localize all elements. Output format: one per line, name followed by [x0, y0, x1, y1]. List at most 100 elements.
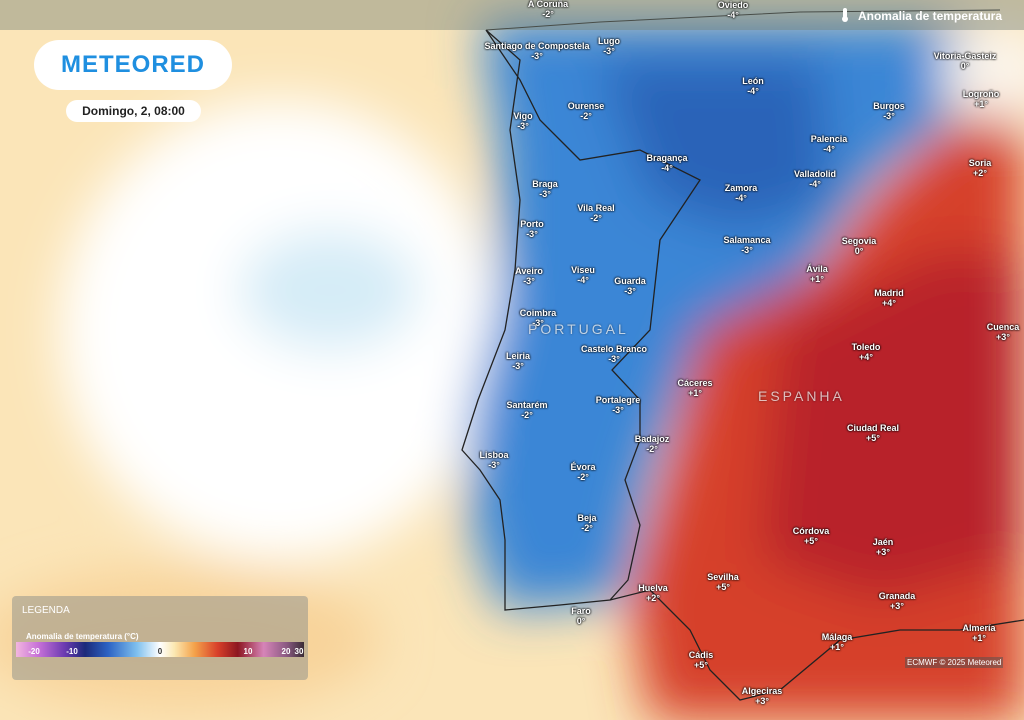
city-anomaly: -3°: [608, 354, 620, 364]
city-anomaly: -3°: [532, 318, 544, 328]
city-label: Huelva +2°: [638, 583, 668, 603]
city-anomaly: +3°: [755, 696, 769, 706]
city-anomaly: -2°: [590, 213, 602, 223]
city-name: Vila Real: [577, 203, 615, 213]
city-anomaly: +5°: [694, 660, 708, 670]
city-name: Jaén: [872, 537, 894, 547]
city-name: Soria: [968, 158, 992, 168]
city-anomaly: -2°: [521, 410, 533, 420]
city-anomaly: -4°: [747, 86, 759, 96]
legend-tick-label: 30: [294, 647, 304, 656]
city-name: Cáceres: [677, 378, 713, 388]
city-name: Porto: [520, 219, 544, 229]
city-label: Cuenca +3°: [987, 322, 1020, 342]
city-label: Zamora -4°: [725, 183, 758, 203]
city-anomaly: 0°: [960, 61, 970, 71]
city-label: Badajoz -2°: [635, 434, 670, 454]
city-label: Lisboa -3°: [479, 450, 508, 470]
city-name: Logroño: [962, 89, 1000, 99]
city-name: Toledo: [851, 342, 881, 352]
city-name: Málaga: [821, 632, 853, 642]
city-anomaly: -3°: [531, 51, 543, 61]
city-label: Faro 0°: [571, 606, 591, 626]
legend-tick-label: 20: [281, 647, 291, 656]
city-anomaly: -4°: [727, 10, 739, 20]
city-anomaly: -2°: [581, 523, 593, 533]
city-anomaly: +3°: [876, 547, 890, 557]
city-anomaly: +4°: [859, 352, 873, 362]
city-name: Castelo Branco: [580, 344, 648, 354]
city-name: Viseu: [571, 265, 595, 275]
city-anomaly: +2°: [973, 168, 987, 178]
city-name: Cuenca: [986, 322, 1020, 332]
country-label: PORTUGAL: [528, 321, 629, 337]
city-label: Vigo -3°: [513, 111, 532, 131]
city-label: Castelo Branco -3°: [581, 344, 647, 364]
city-anomaly: +1°: [830, 642, 844, 652]
city-label: Jaén +3°: [873, 537, 894, 557]
city-name: Palencia: [810, 134, 848, 144]
city-label: Córdova +5°: [793, 526, 830, 546]
city-label: Portalegre -3°: [596, 395, 641, 415]
thermometer-icon: [841, 8, 848, 22]
city-anomaly: +5°: [804, 536, 818, 546]
city-anomaly: -3°: [539, 189, 551, 199]
layer-title[interactable]: Anomalia de temperatura: [841, 8, 1002, 23]
legend-tick-label: -10: [66, 647, 78, 656]
city-name: Almería: [962, 623, 996, 633]
city-name: Sevilha: [707, 572, 739, 582]
city-label: Ciudad Real +5°: [847, 423, 899, 443]
city-anomaly: -4°: [823, 144, 835, 154]
city-name: Madrid: [874, 288, 904, 298]
city-label: Viseu -4°: [571, 265, 595, 285]
city-anomaly: -4°: [809, 179, 821, 189]
city-anomaly: -3°: [883, 111, 895, 121]
city-label: Guarda -3°: [614, 276, 646, 296]
city-label: Porto -3°: [520, 219, 544, 239]
city-name: Oviedo: [717, 0, 749, 10]
city-anomaly: -2°: [646, 444, 658, 454]
city-name: Ciudad Real: [846, 423, 900, 433]
city-name: A Coruña: [527, 0, 569, 9]
city-name: Leiria: [505, 351, 531, 361]
city-name: Segovia: [841, 236, 877, 246]
city-anomaly: -2°: [577, 472, 589, 482]
logo[interactable]: METEORED: [34, 40, 232, 90]
city-anomaly: -3°: [741, 245, 753, 255]
city-label: Santiago de Compostela -3°: [484, 41, 589, 61]
city-label: Ávila +1°: [806, 264, 828, 284]
city-anomaly: -4°: [577, 275, 589, 285]
city-anomaly: -3°: [603, 46, 615, 56]
city-name: Portalegre: [595, 395, 641, 405]
city-name: Huelva: [638, 583, 668, 593]
city-label: Beja -2°: [577, 513, 596, 533]
city-label: Coimbra -3°: [520, 308, 557, 328]
city-label: Segovia 0°: [842, 236, 877, 256]
city-label: Leiria -3°: [506, 351, 530, 371]
city-label: Vitoria-Gasteiz 0°: [934, 51, 997, 71]
city-name: Córdova: [792, 526, 830, 536]
city-name: Braga: [532, 179, 558, 189]
city-anomaly: -3°: [512, 361, 524, 371]
city-anomaly: -4°: [735, 193, 747, 203]
city-label: León -4°: [742, 76, 764, 96]
city-anomaly: +3°: [890, 601, 904, 611]
city-anomaly: +5°: [716, 582, 730, 592]
city-name: Vitoria-Gasteiz: [933, 51, 997, 61]
city-label: Ourense -2°: [568, 101, 605, 121]
city-name: Guarda: [614, 276, 646, 286]
city-anomaly: -2°: [542, 9, 554, 19]
city-label: Bragança -4°: [646, 153, 687, 173]
city-label: Málaga +1°: [822, 632, 853, 652]
city-label: Cádis +5°: [689, 650, 714, 670]
legend-subtitle: Anomalia de temperatura (°C): [26, 632, 139, 641]
city-label: Aveiro -3°: [515, 266, 543, 286]
city-label: Algeciras +3°: [742, 686, 783, 706]
city-name: Aveiro: [515, 266, 543, 276]
country-label: ESPANHA: [758, 388, 845, 404]
city-anomaly: +2°: [646, 593, 660, 603]
city-label: Burgos -3°: [873, 101, 905, 121]
city-anomaly: -3°: [517, 121, 529, 131]
city-label: Salamanca -3°: [723, 235, 770, 255]
